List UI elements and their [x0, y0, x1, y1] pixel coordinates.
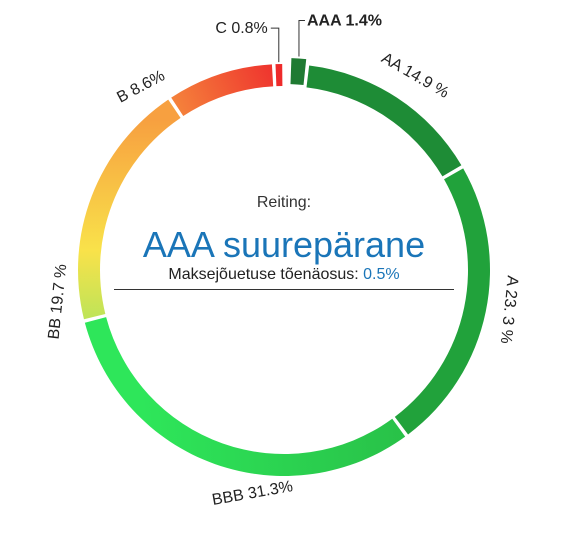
leader-line-aaa — [298, 20, 305, 57]
segment-a — [394, 168, 490, 435]
rating-value: AAA suurepärane — [142, 224, 426, 265]
segment-b — [171, 64, 274, 117]
default-probability-label: Maksejõuetuse tõenäosus: — [168, 266, 359, 283]
segment-c — [275, 64, 283, 87]
segment-aa — [306, 65, 462, 177]
segment-aaa — [290, 58, 307, 86]
leader-line-c — [270, 27, 280, 63]
segment-label-bbb: BBB 31.3% — [211, 478, 295, 509]
segment-label-bb: BB 19.7 % — [46, 263, 71, 340]
default-probability-value: 0.5% — [363, 266, 400, 283]
segment-bbb — [84, 317, 406, 477]
segment-label-aaa: AAA 1.4% — [307, 13, 382, 30]
segment-label-b: B 8.6% — [114, 67, 168, 106]
center-divider — [114, 289, 454, 290]
segment-label-a: A 23. 3 % — [497, 275, 521, 345]
default-probability-line: Maksejõuetuse tõenäosus: 0.5% — [114, 266, 454, 284]
segment-bb — [77, 99, 181, 320]
rating-caption: Reiting: — [256, 194, 312, 211]
segment-label-c: C 0.8% — [215, 20, 267, 37]
